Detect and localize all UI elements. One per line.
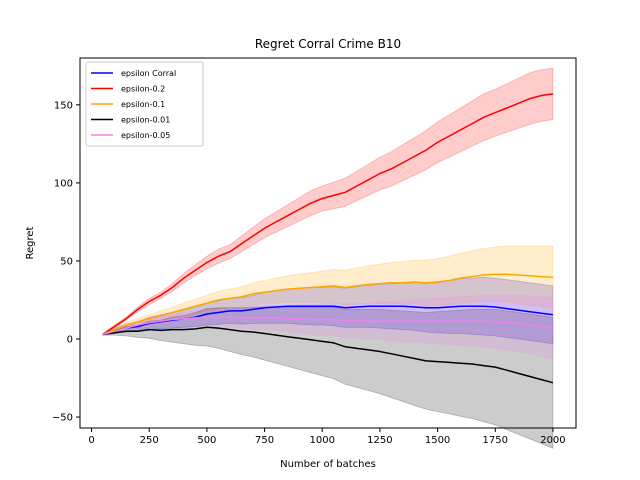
band-epsilon-corral xyxy=(102,276,554,345)
x-tick-label: 500 xyxy=(197,435,216,446)
line-epsilon-0-01 xyxy=(103,326,554,384)
line-epsilon-0-05 xyxy=(102,316,554,336)
x-tick-label: 1000 xyxy=(310,435,335,446)
legend-label-epsilon-0-05: epsilon-0.05 xyxy=(121,131,170,140)
chart-title: Regret Corral Crime B10 xyxy=(255,37,401,51)
legend: epsilon Corral epsilon-0.2 epsilon-0.1 epsi… xyxy=(85,61,204,147)
legend-label-epsilon-0-2: epsilon-0.2 xyxy=(121,85,165,94)
y-axis-label: Regret xyxy=(25,226,36,259)
y-axis-ticks: −50 0 50 100 150 xyxy=(52,100,80,424)
y-tick-label: 150 xyxy=(54,100,73,111)
y-tick-label: −50 xyxy=(52,413,73,424)
line-epsilon-0-1 xyxy=(102,273,553,335)
x-tick-label: 1500 xyxy=(425,435,450,446)
y-tick-label: 0 xyxy=(67,335,73,346)
x-tick-label: 0 xyxy=(88,435,94,446)
legend-label-epsilon-corral: epsilon Corral xyxy=(121,69,176,78)
band-epsilon-0-2 xyxy=(102,67,554,336)
x-tick-label: 2000 xyxy=(540,435,565,446)
y-tick-label: 50 xyxy=(60,256,73,267)
legend-label-epsilon-0-1: epsilon-0.1 xyxy=(121,100,165,109)
series-lines xyxy=(102,93,554,384)
y-tick-label: 100 xyxy=(54,178,73,189)
x-axis-label: Number of batches xyxy=(280,459,376,470)
legend-label-epsilon-0-01: epsilon-0.01 xyxy=(121,116,170,125)
legend-box xyxy=(85,61,204,147)
plot-frame xyxy=(79,57,577,429)
x-tick-label: 250 xyxy=(140,435,159,446)
band-epsilon-0-05 xyxy=(102,294,554,359)
line-epsilon-0-2 xyxy=(102,93,554,335)
confidence-bands xyxy=(102,67,554,449)
x-axis-ticks: 0 250 500 750 1000 1250 1500 1750 2000 xyxy=(88,428,566,446)
band-epsilon-0-1 xyxy=(102,245,554,336)
band-epsilon-0-01 xyxy=(102,306,554,449)
x-tick-label: 1750 xyxy=(483,435,508,446)
x-tick-label: 1250 xyxy=(367,435,392,446)
x-tick-label: 750 xyxy=(255,435,274,446)
